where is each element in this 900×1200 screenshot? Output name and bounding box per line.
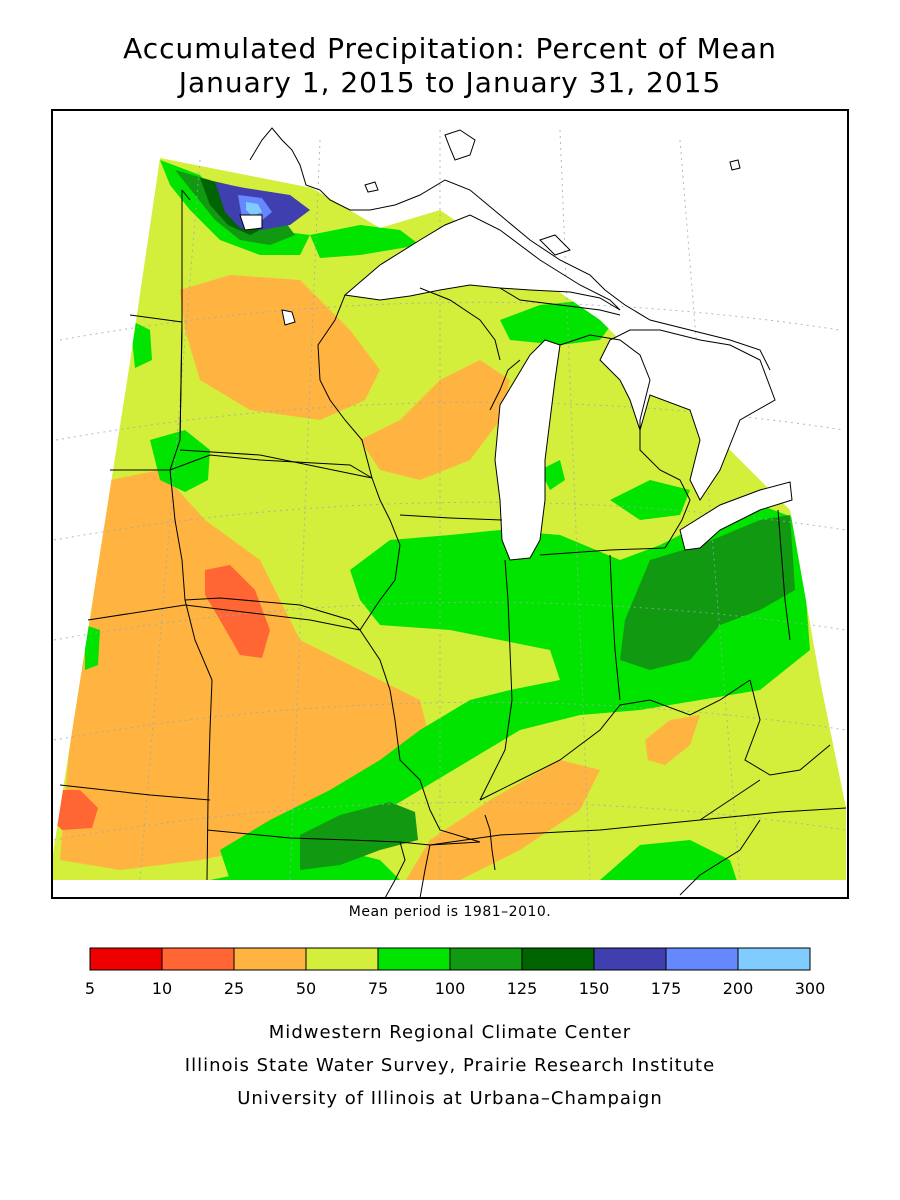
legend-box-9 [737,947,811,971]
legend-box-0 [89,947,163,971]
legend-tick-label: 175 [651,979,682,998]
legend-labels: 5 10 25 50 75 100 125 150 175 200 300 [85,979,825,998]
canada-coast [249,127,771,371]
field-100-125-ohio [620,515,795,670]
field-25-50-kentucky [645,715,700,765]
legend-tick-label: 100 [435,979,466,998]
legend-box-2 [233,947,307,971]
field-100-125-missouri [300,802,418,870]
field-10-25-kansas [52,790,98,830]
state-boundaries [59,189,847,896]
field-25-50-minnesota [180,275,380,420]
legend-tick-label: 75 [368,979,388,998]
color-legend: 5 10 25 50 75 100 125 150 175 200 300 [85,947,825,998]
lake-erie [679,481,793,551]
field-25-50-southeast [400,760,600,880]
lake-lower-red [281,309,296,326]
credit-isws: Illinois State Water Survey, Prairie Res… [184,1055,716,1076]
field-25-50-west [60,470,430,870]
field-200-300-arrowhead [246,202,262,216]
great-lakes [239,214,793,561]
legend-tick-label: 10 [152,979,172,998]
graticule [53,129,847,881]
lake-of-the-woods [239,214,263,231]
legend-boxes [89,947,811,971]
legend-box-4 [377,947,451,971]
legend-box-5 [449,947,523,971]
credit-uiuc: University of Illinois at Urbana–Champai… [237,1088,663,1109]
field-75-100-south [200,850,410,880]
lake-huron [599,329,776,501]
field-75-100-kansas-edge [85,625,100,670]
field-25-50-wisconsin [360,360,510,480]
legend-tick-label: 50 [296,979,316,998]
map-title-line2: January 1, 2015 to January 31, 2015 [178,66,722,99]
legend-tick-label: 300 [795,979,826,998]
field-75-100-michigan [540,460,565,490]
field-75-100-tennessee [600,840,740,880]
legend-box-8 [665,947,739,971]
mean-period-note: Mean period is 1981–2010. [348,904,552,920]
county-hint [384,841,431,898]
legend-box-3 [305,947,379,971]
field-75-100-north-shore [310,225,420,258]
field-75-100-nd-edge [130,320,152,368]
legend-tick-label: 150 [579,979,610,998]
map-title-line1: Accumulated Precipitation: Percent of Me… [123,32,777,65]
legend-tick-label: 200 [723,979,754,998]
field-75-100-michigan-up [500,300,615,345]
precipitation-map [51,109,849,899]
legend-box-6 [521,947,595,971]
field-75-100-dakotas [150,430,210,492]
legend-tick-label: 25 [224,979,244,998]
credit-mrcc: Midwestern Regional Climate Center [268,1022,632,1043]
map-frame [51,109,849,899]
legend-tick-label: 5 [85,979,95,998]
legend-box-1 [161,947,235,971]
lake-superior [343,214,621,311]
legend-tick-label: 125 [507,979,538,998]
legend-box-7 [593,947,667,971]
